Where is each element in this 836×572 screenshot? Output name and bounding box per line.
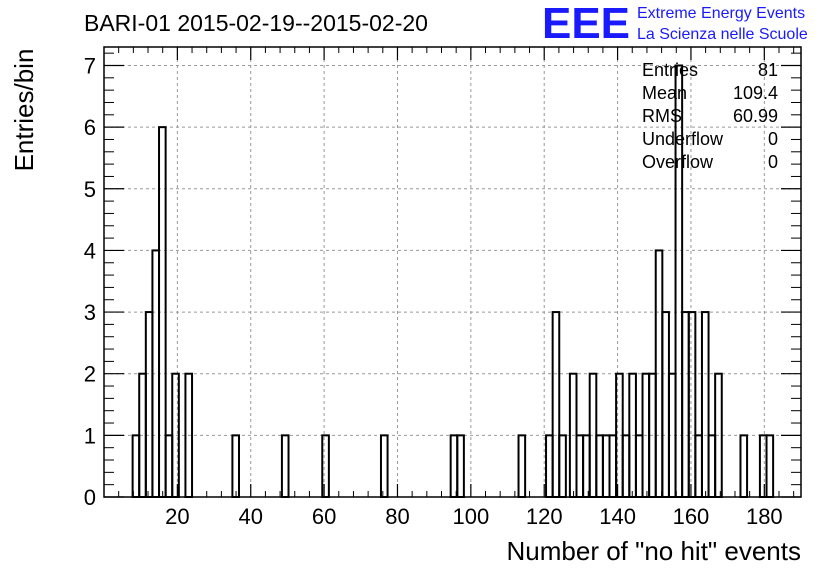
histogram-bar (739, 434, 749, 499)
logo-line-1: Extreme Energy Events (637, 5, 805, 22)
x-tick-label: 140 (599, 504, 636, 529)
x-tick-label: 100 (452, 504, 489, 529)
y-tick-label: 1 (84, 423, 96, 448)
histogram-bar (558, 434, 567, 499)
stats-label-rms: RMS (642, 106, 682, 126)
stats-value-rms: 60.99 (733, 106, 778, 126)
y-tick-label: 6 (84, 115, 96, 140)
y-tick-label: 7 (84, 53, 96, 78)
y-tick-label: 2 (84, 362, 96, 387)
histogram-bar (171, 372, 180, 499)
y-tick-label: 5 (84, 177, 96, 202)
x-axis-title: Number of "no hit" events (507, 536, 802, 566)
chart-title: BARI-01 2015-02-19--2015-02-20 (84, 10, 428, 36)
stats-label-overflow: Overflow (642, 152, 714, 172)
stats-value-underflow: 0 (768, 129, 778, 149)
y-tick-label: 3 (84, 300, 96, 325)
logo-mark: EEE (542, 0, 630, 48)
eee-logo: EEE Extreme Energy Events La Scienza nel… (542, 0, 808, 48)
stats-label-mean: Mean (642, 83, 687, 103)
stats-label-underflow: Underflow (642, 129, 724, 149)
x-tick-label: 80 (385, 504, 409, 529)
axis-ticks: 20 40 60 80 100 120 140 160 180 0 1 2 3 4 5 6 7 (84, 47, 801, 529)
stats-value-overflow: 0 (768, 152, 778, 172)
plot-frame (103, 46, 802, 498)
x-tick-label: 20 (165, 504, 189, 529)
histogram-bar (231, 434, 240, 499)
grid-lines (104, 47, 801, 497)
x-tick-label: 160 (673, 504, 710, 529)
x-tick-label: 60 (312, 504, 336, 529)
y-tick-label: 0 (84, 485, 96, 510)
y-tick-label: 4 (84, 238, 96, 263)
histogram-bar (517, 434, 527, 499)
histogram-bar (321, 434, 330, 499)
y-axis-title: Entries/bin (9, 49, 39, 172)
logo-line-2: La Scienza nelle Scuole (637, 26, 808, 43)
stats-box: Entries 81 Mean 109.4 RMS 60.99 Underflo… (642, 60, 778, 172)
histogram-bar (765, 434, 775, 499)
stats-label-entries: Entries (642, 60, 698, 80)
x-tick-label: 180 (746, 504, 783, 529)
histogram-bar (456, 434, 465, 499)
x-tick-label: 40 (238, 504, 262, 529)
histogram-bar (379, 434, 389, 499)
x-tick-label: 120 (526, 504, 563, 529)
stats-value-entries: 81 (758, 60, 778, 80)
histogram-bar (280, 434, 290, 499)
stats-value-mean: 109.4 (733, 83, 778, 103)
